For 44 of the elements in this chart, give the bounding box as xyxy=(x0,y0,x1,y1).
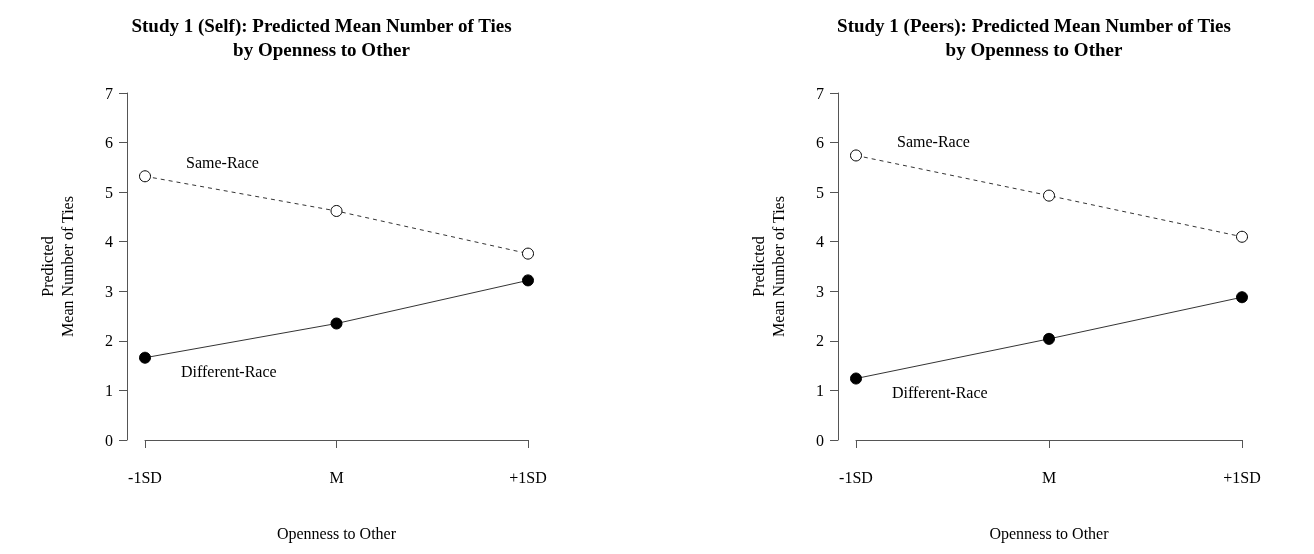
point xyxy=(1236,291,1248,304)
y-tick-label: 3 xyxy=(105,282,113,300)
y-tick-label: 2 xyxy=(816,332,824,350)
y-axis-title: Predicted Mean Number of Ties xyxy=(749,196,787,337)
chart-title: Study 1 (Peers): Predicted Mean Number of Ties by Openness to Other xyxy=(837,14,1231,60)
x-tick-label: -1SD xyxy=(839,468,873,486)
series-label: Different-Race xyxy=(181,363,277,381)
point xyxy=(139,170,151,183)
y-tick-label: 3 xyxy=(816,282,824,300)
series-label: Same-Race xyxy=(897,132,970,150)
point xyxy=(850,372,862,385)
y-tick-label: 1 xyxy=(816,381,824,399)
y-tick-label: 0 xyxy=(105,431,113,449)
series-label: Different-Race xyxy=(892,384,988,402)
x-tick-label: +1SD xyxy=(1223,468,1261,486)
x-tick-label: -1SD xyxy=(128,468,162,486)
y-tick-label: 1 xyxy=(105,381,113,399)
y-tick-label: 5 xyxy=(105,183,113,201)
point xyxy=(330,204,343,217)
y-tick-label: 7 xyxy=(816,84,824,102)
chart-title: Study 1 (Self): Predicted Mean Number of Ties by Openness to Other xyxy=(131,14,512,60)
x-axis-title: Openness to Other xyxy=(276,524,397,543)
y-tick-label: 2 xyxy=(105,332,113,350)
y-tick-label: 4 xyxy=(816,233,824,251)
y-axis-title: Predicted Mean Number of Ties xyxy=(38,196,76,337)
x-tick-label: M xyxy=(1041,468,1057,486)
point xyxy=(1236,230,1248,243)
series-label: Same-Race xyxy=(186,153,259,171)
y-tick-label: 6 xyxy=(105,134,113,152)
y-tick-label: 5 xyxy=(816,183,824,201)
x-tick-label: +1SD xyxy=(509,468,547,486)
y-tick-label: 4 xyxy=(105,233,113,251)
point xyxy=(522,247,534,260)
point xyxy=(850,149,862,162)
y-tick-label: 7 xyxy=(105,84,113,102)
y-tick-label: 6 xyxy=(816,134,824,152)
y-tick-label: 0 xyxy=(816,431,824,449)
x-tick-label: M xyxy=(329,468,344,486)
point xyxy=(330,317,343,330)
point xyxy=(1043,189,1055,202)
point xyxy=(139,351,151,364)
x-axis-title: Openness to Other xyxy=(989,524,1110,543)
point xyxy=(522,274,534,287)
point xyxy=(1043,332,1055,345)
